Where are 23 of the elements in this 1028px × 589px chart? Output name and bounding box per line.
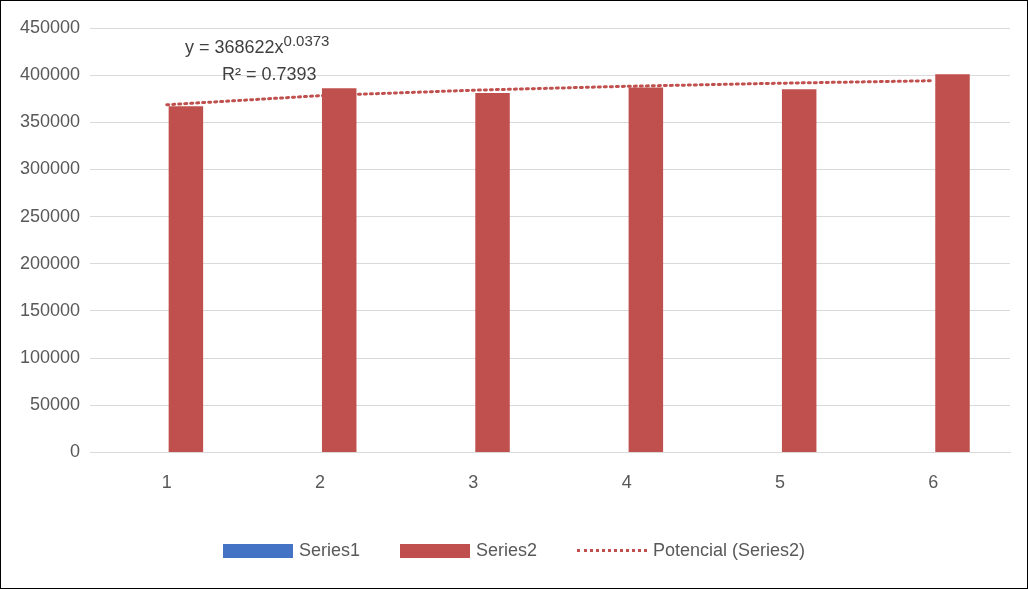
y-tick-label: 150000: [19, 299, 81, 320]
bar: [935, 74, 970, 452]
y-tick-label: 0: [70, 441, 81, 462]
x-tick-label: 5: [775, 472, 786, 493]
legend-label: Series2: [475, 540, 537, 561]
x-tick-label: 4: [621, 472, 632, 493]
annotation: R² = 0.7393: [222, 64, 317, 85]
y-tick-label: 350000: [19, 111, 81, 132]
y-tick-label: 250000: [19, 205, 81, 226]
legend-label: Series1: [298, 540, 360, 561]
legend-label: Potencial (Series2): [652, 540, 806, 561]
x-tick-label: 3: [468, 472, 479, 493]
y-tick-label: 200000: [19, 252, 81, 273]
x-tick-label: 6: [928, 472, 939, 493]
y-tick-label: 400000: [19, 64, 81, 85]
y-tick-label: 100000: [19, 347, 81, 368]
x-tick-label: 2: [315, 472, 326, 493]
bar: [781, 89, 817, 452]
annotation: y = 368622x$^{0.0373}$: [185, 32, 330, 58]
y-tick-label: 300000: [19, 158, 81, 179]
y-tick-label: 450000: [19, 16, 81, 37]
x-tick-label: 1: [161, 472, 172, 493]
y-tick-label: 50000: [30, 394, 81, 415]
